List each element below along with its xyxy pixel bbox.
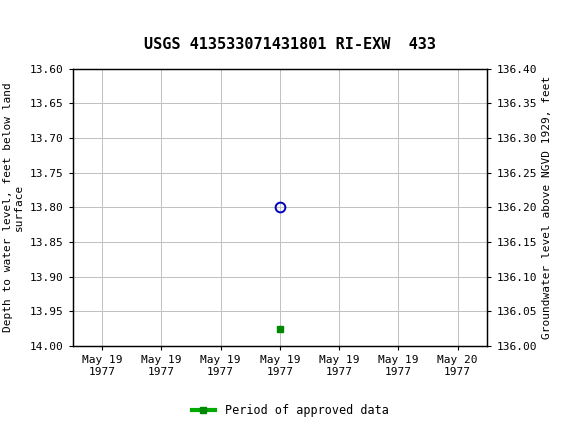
- Y-axis label: Groundwater level above NGVD 1929, feet: Groundwater level above NGVD 1929, feet: [542, 76, 552, 339]
- Legend: Period of approved data: Period of approved data: [187, 399, 393, 422]
- Text: USGS: USGS: [34, 9, 89, 27]
- Text: USGS 413533071431801 RI-EXW  433: USGS 413533071431801 RI-EXW 433: [144, 37, 436, 52]
- Y-axis label: Depth to water level, feet below land
surface: Depth to water level, feet below land su…: [2, 83, 24, 332]
